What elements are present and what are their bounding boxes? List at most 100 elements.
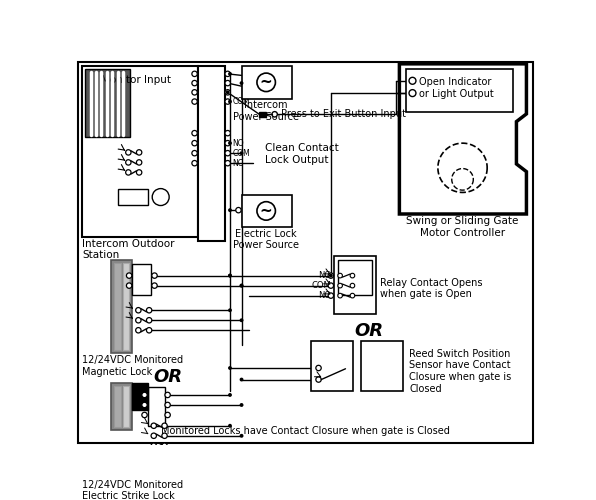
Circle shape (162, 443, 167, 448)
Circle shape (338, 284, 343, 288)
Text: OR: OR (354, 322, 383, 340)
Circle shape (151, 433, 157, 438)
Circle shape (192, 130, 197, 136)
Circle shape (225, 150, 231, 156)
Text: Monitored Locks have Contact Closure when gate is Closed: Monitored Locks have Contact Closure whe… (161, 426, 450, 436)
Text: Clean Contact
Lock Output: Clean Contact Lock Output (265, 143, 339, 165)
Text: COM: COM (311, 281, 331, 290)
Text: Swing or Sliding Gate
Motor Controller: Swing or Sliding Gate Motor Controller (406, 216, 519, 238)
Bar (361, 341, 403, 391)
Text: Intercom Outdoor
Station: Intercom Outdoor Station (82, 238, 175, 260)
Circle shape (228, 274, 232, 278)
Bar (111, 260, 132, 352)
Text: COM: COM (232, 97, 250, 106)
Text: Monitor Input: Monitor Input (101, 76, 171, 86)
Bar (85, 69, 130, 137)
Text: NO: NO (318, 291, 331, 300)
Circle shape (409, 90, 416, 96)
Bar (82, 66, 198, 237)
Text: 12/24VDC Monitored
Magnetic Lock: 12/24VDC Monitored Magnetic Lock (82, 355, 184, 376)
Circle shape (147, 308, 152, 313)
Circle shape (272, 112, 277, 117)
Circle shape (142, 402, 147, 407)
Circle shape (240, 403, 243, 407)
Circle shape (126, 170, 131, 175)
Circle shape (192, 160, 197, 166)
Circle shape (240, 284, 243, 288)
Text: Open Indicator
or Light Output: Open Indicator or Light Output (420, 77, 494, 98)
Circle shape (228, 72, 232, 76)
Circle shape (350, 274, 355, 278)
Circle shape (192, 140, 197, 146)
Bar (119, 190, 148, 205)
Text: 12/24VDC Monitored
Electric Strike Lock: 12/24VDC Monitored Electric Strike Lock (82, 480, 184, 500)
Bar (241, 194, 291, 227)
Bar (198, 66, 225, 241)
Circle shape (240, 284, 243, 288)
Circle shape (328, 293, 334, 298)
Circle shape (142, 412, 147, 418)
Circle shape (152, 283, 157, 288)
Circle shape (228, 393, 232, 397)
Bar (114, 386, 122, 426)
Text: Reed Switch Position
Sensor have Contact
Closure when gate is
Closed: Reed Switch Position Sensor have Contact… (409, 349, 511, 394)
Circle shape (151, 423, 157, 428)
Circle shape (136, 170, 142, 175)
Circle shape (142, 392, 147, 398)
Circle shape (328, 273, 334, 278)
Circle shape (236, 208, 241, 213)
Circle shape (151, 443, 157, 448)
Circle shape (225, 160, 231, 166)
Circle shape (409, 78, 416, 84)
Circle shape (147, 318, 152, 323)
Text: NC: NC (232, 158, 243, 168)
Circle shape (192, 150, 197, 156)
Bar (259, 112, 266, 117)
Circle shape (225, 99, 231, 104)
Circle shape (240, 378, 243, 382)
Text: Press to Exit Button Input: Press to Exit Button Input (281, 110, 406, 120)
Circle shape (192, 90, 197, 95)
Circle shape (228, 100, 232, 103)
Circle shape (126, 283, 132, 288)
Circle shape (162, 433, 167, 438)
Circle shape (136, 160, 142, 165)
Circle shape (192, 99, 197, 104)
Circle shape (136, 308, 141, 313)
Circle shape (240, 434, 243, 438)
Text: ~: ~ (260, 75, 272, 90)
Circle shape (240, 81, 243, 85)
Bar (334, 256, 376, 314)
Bar (405, 69, 513, 112)
Bar (311, 341, 353, 391)
Circle shape (225, 130, 231, 136)
Circle shape (240, 151, 243, 155)
Circle shape (192, 80, 197, 86)
Circle shape (147, 328, 152, 333)
Circle shape (152, 273, 157, 278)
Circle shape (136, 318, 141, 323)
Circle shape (225, 71, 231, 76)
Bar (111, 384, 132, 430)
Circle shape (162, 423, 167, 428)
Text: Relay Contact Opens
when gate is Open: Relay Contact Opens when gate is Open (380, 278, 483, 299)
Circle shape (257, 202, 275, 220)
Circle shape (225, 90, 231, 95)
Circle shape (152, 188, 169, 206)
Circle shape (226, 90, 229, 94)
Bar (123, 264, 129, 350)
Circle shape (126, 150, 131, 155)
Text: OR: OR (154, 368, 183, 386)
Circle shape (192, 71, 197, 76)
Circle shape (228, 308, 232, 312)
Circle shape (257, 73, 275, 92)
Circle shape (228, 424, 232, 428)
Circle shape (136, 150, 142, 155)
Text: NO: NO (232, 138, 244, 147)
Text: COM: COM (232, 148, 250, 158)
Text: Electric Lock
Power Source: Electric Lock Power Source (233, 228, 299, 250)
Bar (338, 260, 372, 295)
Circle shape (329, 274, 333, 278)
Circle shape (126, 273, 132, 278)
Bar (123, 386, 129, 426)
